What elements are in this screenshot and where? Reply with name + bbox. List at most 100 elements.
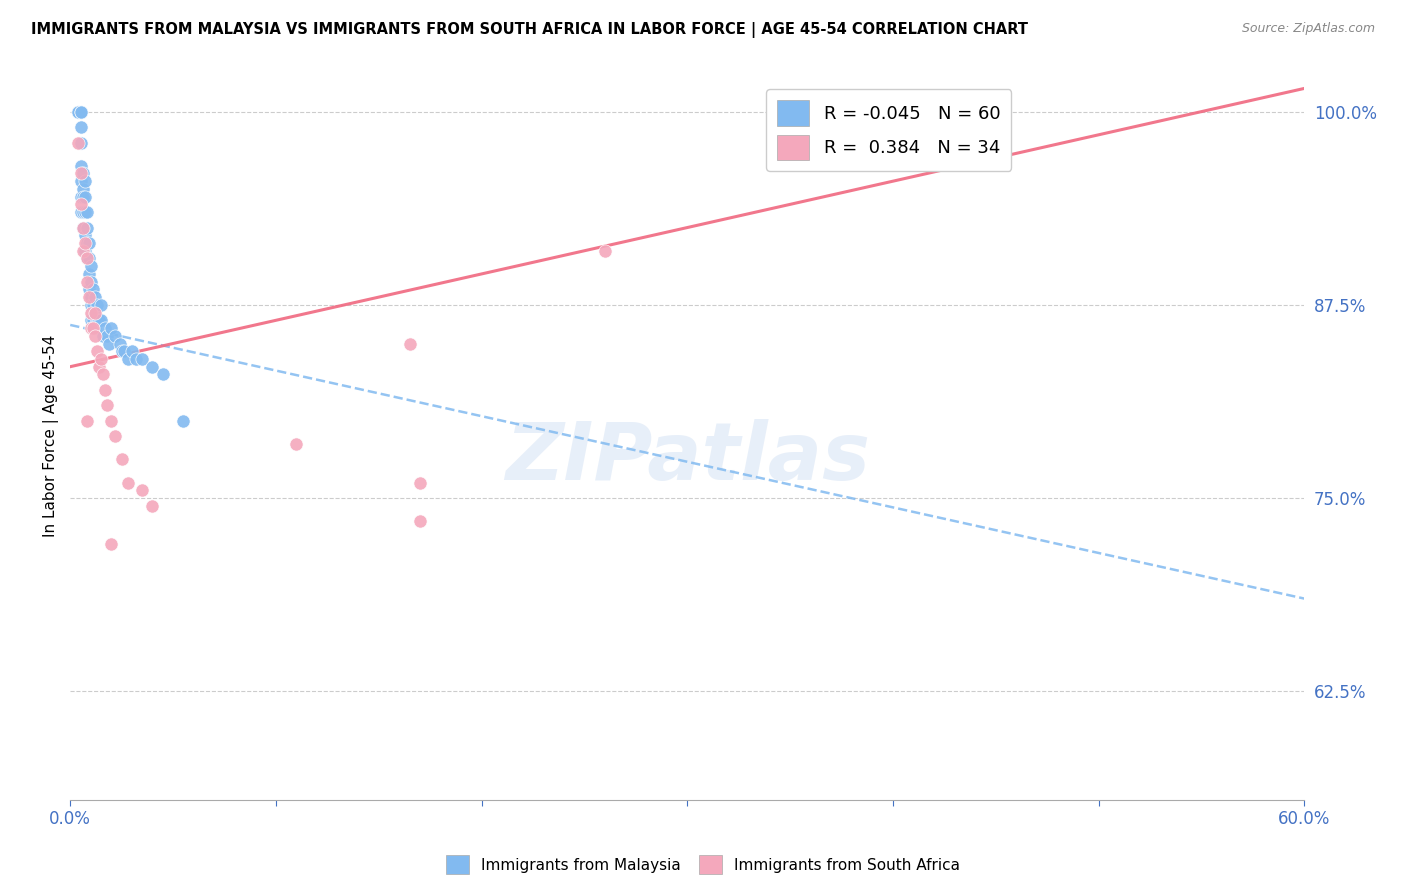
Point [90, 313, 112, 327]
Point [121, 344, 143, 359]
Legend: Immigrants from Malaysia, Immigrants from South Africa: Immigrants from Malaysia, Immigrants fro… [440, 849, 966, 880]
Point [76, 220, 98, 235]
Point [72, 220, 94, 235]
Point [77, 290, 100, 304]
Point [96, 328, 118, 343]
Point [141, 499, 163, 513]
Point [80, 298, 103, 312]
Point [100, 537, 122, 551]
Point [69, 136, 91, 150]
Point [73, 174, 96, 188]
Point [111, 452, 134, 467]
Point [104, 429, 127, 443]
Point [82, 298, 104, 312]
Point [67, 104, 90, 119]
Point [100, 321, 122, 335]
Point [111, 344, 134, 359]
Point [69, 189, 91, 203]
Point [82, 313, 104, 327]
Point [73, 235, 96, 250]
Point [77, 282, 100, 296]
Point [112, 344, 135, 359]
Point [73, 228, 96, 243]
Point [91, 368, 114, 382]
Point [80, 275, 103, 289]
Point [69, 104, 91, 119]
Point [409, 514, 432, 528]
Point [76, 252, 98, 266]
Point [90, 298, 112, 312]
Point [90, 351, 112, 366]
Point [117, 351, 139, 366]
Point [117, 475, 139, 490]
Text: ZIPatlas: ZIPatlas [505, 419, 870, 497]
Point [86, 298, 108, 312]
Point [87, 313, 110, 327]
Point [84, 290, 107, 304]
Point [655, 878, 678, 892]
Point [108, 336, 131, 351]
Point [172, 414, 194, 428]
Point [91, 328, 114, 343]
Point [69, 205, 91, 219]
Point [76, 414, 98, 428]
Point [398, 336, 420, 351]
Point [69, 104, 91, 119]
Point [77, 267, 100, 281]
Point [73, 244, 96, 258]
Point [96, 398, 118, 412]
Text: Source: ZipAtlas.com: Source: ZipAtlas.com [1241, 22, 1375, 36]
Point [84, 305, 107, 319]
Point [141, 359, 163, 374]
Point [87, 359, 110, 374]
Point [69, 174, 91, 188]
Point [84, 321, 107, 335]
Point [104, 328, 127, 343]
Point [285, 437, 308, 451]
Point [76, 235, 98, 250]
Point [82, 321, 104, 335]
Point [80, 290, 103, 304]
Point [98, 336, 121, 351]
Point [82, 282, 104, 296]
Y-axis label: In Labor Force | Age 45-54: In Labor Force | Age 45-54 [44, 335, 59, 537]
Text: IMMIGRANTS FROM MALAYSIA VS IMMIGRANTS FROM SOUTH AFRICA IN LABOR FORCE | AGE 45: IMMIGRANTS FROM MALAYSIA VS IMMIGRANTS F… [31, 22, 1028, 38]
Point [72, 166, 94, 180]
Point [69, 197, 91, 211]
Point [76, 252, 98, 266]
Point [76, 205, 98, 219]
Point [94, 383, 117, 397]
Point [80, 259, 103, 273]
Point [76, 275, 98, 289]
Point [80, 305, 103, 319]
Point [69, 166, 91, 180]
Point [80, 321, 103, 335]
Point [69, 159, 91, 173]
Point [86, 344, 108, 359]
Point [131, 351, 153, 366]
Point [131, 483, 153, 498]
Point [77, 252, 100, 266]
Point [73, 205, 96, 219]
Point [72, 189, 94, 203]
Point [77, 235, 100, 250]
Point [67, 104, 90, 119]
Point [72, 220, 94, 235]
Point [152, 368, 174, 382]
Point [80, 313, 103, 327]
Point [86, 313, 108, 327]
Point [94, 321, 117, 335]
Point [73, 189, 96, 203]
Point [84, 328, 107, 343]
Point [67, 136, 90, 150]
Legend: R = -0.045   N = 60, R =  0.384   N = 34: R = -0.045 N = 60, R = 0.384 N = 34 [766, 89, 1011, 171]
Point [100, 414, 122, 428]
Point [69, 120, 91, 134]
Point [125, 351, 148, 366]
Point [72, 205, 94, 219]
Point [84, 305, 107, 319]
Point [593, 244, 616, 258]
Point [72, 244, 94, 258]
Point [409, 475, 432, 490]
Point [72, 182, 94, 196]
